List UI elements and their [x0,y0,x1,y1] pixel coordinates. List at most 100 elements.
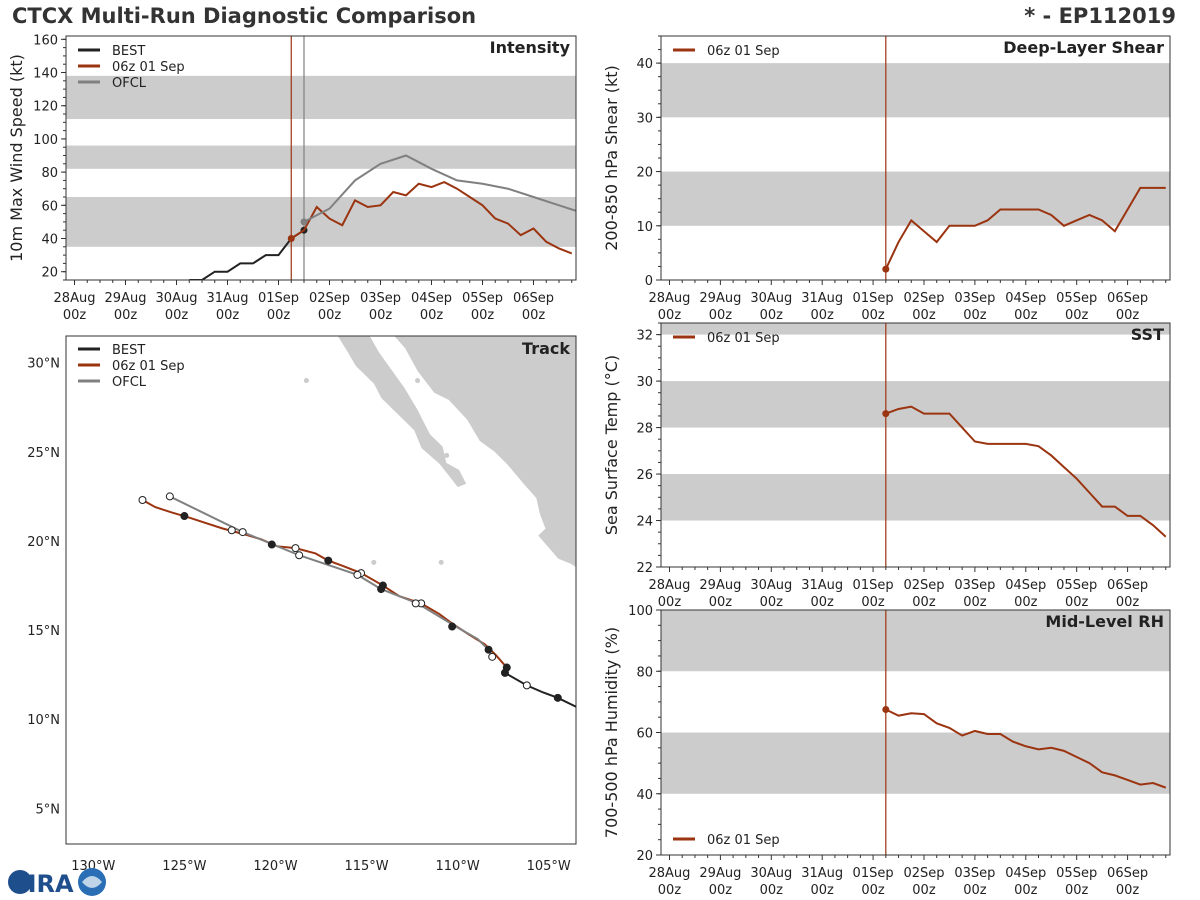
x-tick-label: 00z [963,308,987,323]
y-tick-label: 60 [636,727,653,742]
x-tick-label: 05Sep [462,291,503,306]
x-tick-label: 00z [1065,595,1089,610]
x-tick-label: 00z [810,595,834,610]
y-tick-label: 60 [41,199,58,214]
y-tick-label: 20°N [27,535,60,550]
x-tick-label: 00z [267,308,291,323]
x-tick-label: 00z [420,308,444,323]
track-line-ofcl [169,495,490,651]
shade-band-rh-1 [661,610,1170,672]
x-tick-label: 00z [1116,595,1140,610]
y-tick-label: 80 [636,665,653,680]
x-tick-label: 00z [760,308,784,323]
track-point-run [267,540,276,549]
y-tick-label: 160 [33,33,58,48]
x-tick-label: 03Sep [954,578,995,593]
x-tick-label: 04Sep [1005,578,1046,593]
x-tick-label: 29Aug [699,866,741,881]
island [303,378,309,384]
y-tick-label: 10°N [27,713,60,728]
y-tick-label: 40 [636,57,653,72]
track-point-ofcl [484,645,493,654]
y-tick-label: 10 [636,220,653,235]
x-tick-label: 06Sep [513,291,554,306]
track-line-run [142,499,508,669]
page-title: CTCX Multi-Run Diagnostic Comparison [12,4,477,28]
y-tick-label: 15°N [27,624,60,639]
chart-intensity: 20 40 60 80 100 120 140 160 28Aug 00z 29Aug 00z 30Au… [7,33,577,323]
map-area [138,336,576,708]
x-tick-label: 00z [318,308,342,323]
series-point-intensity-run [287,235,295,243]
y-tick-label: 26 [636,468,653,483]
shade-band-shear-1 [661,63,1170,118]
track-point-ofcl [295,551,304,560]
x-tick-label: 00z [216,308,240,323]
x-tick-label: 30Aug [750,578,792,593]
plot-area-intensity [66,36,576,280]
legend-label-ofcl: OFCL [112,375,147,390]
x-tick-label: 06Sep [1107,866,1148,881]
series-line-intensity-best [189,229,305,280]
x-tick-label: 00z [165,308,189,323]
y-tick-label: 20 [636,849,653,864]
shade-band-intensity-1 [66,145,576,169]
y-tick-label: 40 [636,788,653,803]
x-tick-label: 00z [963,883,987,898]
x-tick-label: 00z [709,308,733,323]
chart-title-intensity: Intensity [490,38,571,57]
x-tick-label: 31Aug [801,291,843,306]
cira-logo-globe-icon [8,870,32,894]
x-tick-label: 04Sep [411,291,452,306]
shade-band-sst-0 [661,474,1170,521]
y-tick-label: 30 [636,375,653,390]
x-tick-label: 02Sep [903,291,944,306]
y-tick-label: 5°N [36,802,61,817]
x-tick-label: 05Sep [1056,866,1097,881]
x-tick-label: 110°W [436,859,480,874]
legend-label-ofcl: OFCL [112,76,147,91]
mainland-mexico [393,336,576,568]
y-axis-label-sst: Sea Surface Temp (°C) [602,355,621,535]
track-line-best [502,668,576,708]
x-tick-label: 00z [471,308,495,323]
x-tick-label: 00z [861,883,885,898]
y-tick-label: 22 [636,561,653,576]
x-tick-label: 120°W [253,859,297,874]
y-tick-label: 40 [41,233,58,248]
y-tick-label: 25°N [27,446,60,461]
x-tick-label: 29Aug [699,291,741,306]
track-point-run [227,526,236,535]
axes-frame-sst [660,322,1171,568]
plot-area-sst [661,323,1170,567]
x-tick-label: 29Aug [699,578,741,593]
island [415,378,421,384]
shade-band-intensity-2 [66,75,576,119]
shade-band-sst-2 [661,323,1170,335]
island [371,559,377,565]
storm-id: * - EP112019 [1024,4,1176,28]
y-tick-label: 140 [33,67,58,82]
y-tick-label: 120 [33,100,58,115]
x-tick-label: 00z [658,595,682,610]
cira-logo: CIRA [8,868,106,898]
cira-logo-swirl-mark-icon [82,876,102,888]
x-tick-label: 03Sep [954,866,995,881]
track-point-ofcl [165,492,174,501]
x-tick-label: 00z [1116,308,1140,323]
x-tick-label: 29Aug [105,291,147,306]
baja-california [336,336,468,488]
x-tick-label: 00z [912,595,936,610]
x-tick-label: 00z [810,883,834,898]
y-tick-label: 28 [636,422,653,437]
x-tick-label: 28Aug [54,291,96,306]
x-tick-label: 00z [658,308,682,323]
x-tick-label: 30Aug [750,866,792,881]
x-tick-label: 00z [760,883,784,898]
x-tick-label: 05Sep [1056,578,1097,593]
x-tick-label: 04Sep [1005,866,1046,881]
shade-band-sst-1 [661,381,1170,428]
y-tick-label: 80 [41,166,58,181]
x-tick-label: 00z [709,595,733,610]
